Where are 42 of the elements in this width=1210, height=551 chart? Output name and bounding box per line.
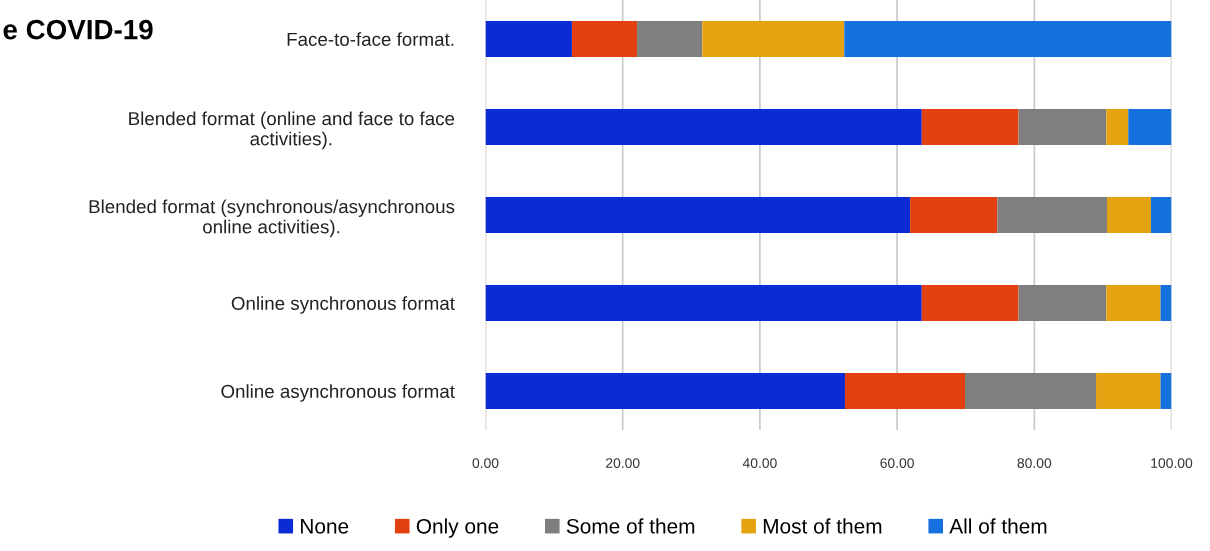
legend-label: Some of them: [566, 518, 695, 534]
y-tick-label: Blended format (online and face to face activities).: [129, 111, 455, 150]
y-tick-label: Face-to-face format.: [287, 32, 454, 46]
bar: [1160, 372, 1172, 410]
bar: [637, 20, 703, 58]
bar: [997, 196, 1108, 234]
legend-label: All of them: [949, 518, 1047, 534]
x-tick-label: 60.00: [880, 458, 914, 468]
x-tick-label: 0.00: [472, 458, 499, 468]
bar: [1106, 284, 1161, 322]
y-tick-label: Blended format (synchronous/asynchronous online activities).: [89, 199, 455, 238]
bar: [910, 196, 998, 234]
bar: [1106, 108, 1129, 146]
bar: [485, 20, 572, 58]
y-tick-label: Online synchronous format: [231, 296, 455, 314]
x-tick-label: 20.00: [606, 458, 640, 468]
x-tick-label: 40.00: [742, 458, 777, 468]
legend-label: Most of them: [763, 518, 882, 534]
bar: [1096, 372, 1161, 410]
x-tick-label: 80.00: [1017, 458, 1052, 468]
bar: [844, 20, 1172, 58]
legend-label: None: [301, 519, 349, 534]
bar: [1107, 196, 1151, 234]
legend-label: Only one: [416, 518, 499, 538]
bar: [1018, 284, 1107, 322]
bar: [485, 284, 922, 322]
y-tick-label: Online asynchronous format: [221, 384, 455, 402]
bar: [1160, 284, 1172, 322]
bar: [485, 372, 845, 410]
bar: [965, 372, 1097, 410]
bar: [1128, 108, 1172, 146]
bar: [1018, 108, 1107, 146]
bar: [1150, 196, 1172, 234]
bar: [844, 372, 966, 410]
bar: [485, 108, 922, 146]
x-tick-label: 100.00: [1151, 458, 1193, 468]
bar: [921, 284, 1019, 322]
text: e COVID-19: [3, 19, 153, 40]
bar: [571, 20, 638, 58]
bar: [921, 108, 1019, 146]
bar: [702, 20, 845, 58]
bar: [485, 196, 911, 234]
